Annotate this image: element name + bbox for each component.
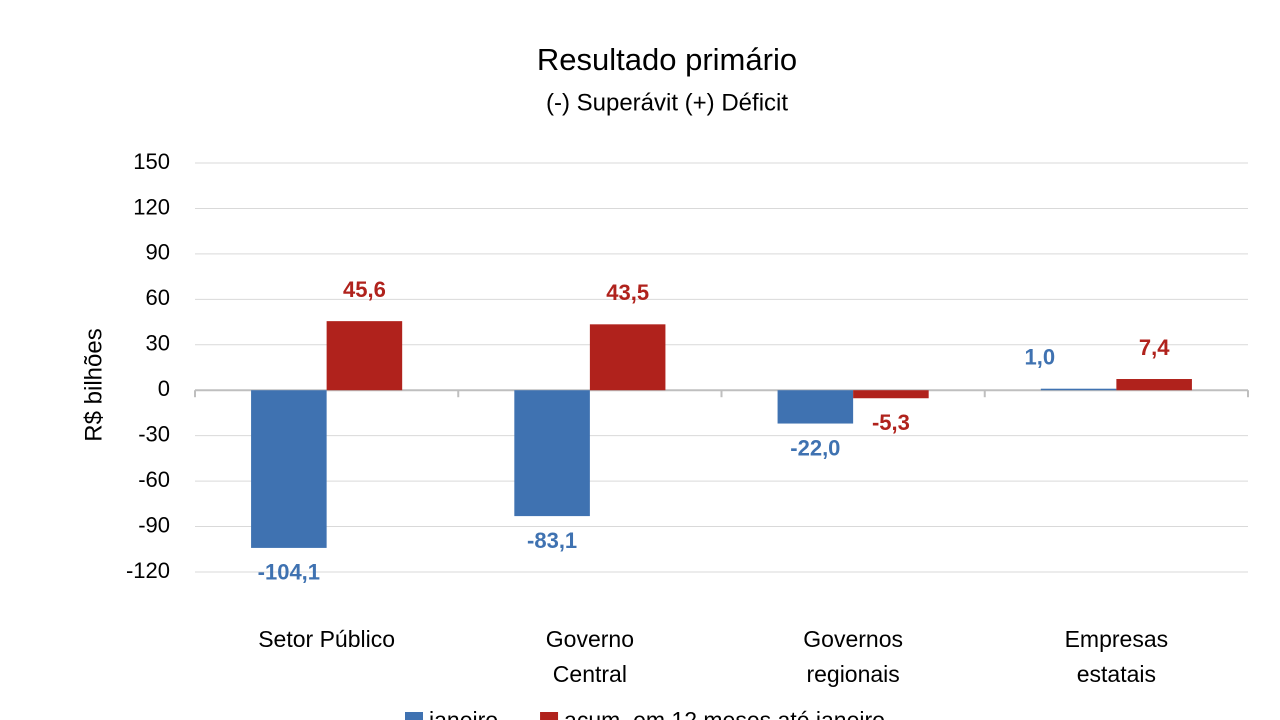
bar xyxy=(853,390,929,399)
data-label: -83,1 xyxy=(527,528,577,553)
bar xyxy=(777,390,854,424)
y-tick-label: -90 xyxy=(138,512,170,537)
x-tick-label: Setor Público xyxy=(258,626,396,652)
bar xyxy=(589,324,666,391)
bar xyxy=(514,390,590,517)
data-label: -104,1 xyxy=(258,560,320,585)
x-tick-label: Empresas estatais xyxy=(1064,626,1169,687)
bar xyxy=(1116,379,1192,391)
legend-swatch xyxy=(405,712,423,720)
y-axis-label: R$ bilhões xyxy=(80,328,107,441)
legend-label: janeiro xyxy=(428,707,498,720)
data-label: -5,3 xyxy=(872,410,910,435)
bar xyxy=(326,321,403,391)
y-tick-label: 0 xyxy=(158,376,170,401)
y-tick-label: -120 xyxy=(126,558,170,583)
y-tick-label: -30 xyxy=(138,421,170,446)
y-tick-label: 150 xyxy=(133,149,170,174)
legend-label: acum. em 12 meses até janeiro xyxy=(564,707,885,720)
data-label: -22,0 xyxy=(790,435,840,460)
bar xyxy=(1040,388,1117,391)
y-tick-label: 30 xyxy=(146,331,170,356)
legend-swatch xyxy=(540,712,559,720)
y-tick-label: -60 xyxy=(138,467,170,492)
y-tick-label: 120 xyxy=(133,194,170,219)
data-label: 7,4 xyxy=(1139,335,1170,360)
chart-subtitle: (-) Superávit (+) Déficit xyxy=(546,89,788,116)
y-tick-label: 90 xyxy=(146,240,170,265)
data-label: 1,0 xyxy=(1025,345,1056,370)
bar xyxy=(251,390,327,548)
data-label: 45,6 xyxy=(343,277,386,302)
x-tick-label: Governo Central xyxy=(545,626,634,687)
x-tick-label: Governos regionais xyxy=(803,626,903,687)
y-tick-label: 60 xyxy=(146,285,170,310)
data-label: 43,5 xyxy=(606,280,649,305)
chart-title: Resultado primário xyxy=(537,42,797,77)
